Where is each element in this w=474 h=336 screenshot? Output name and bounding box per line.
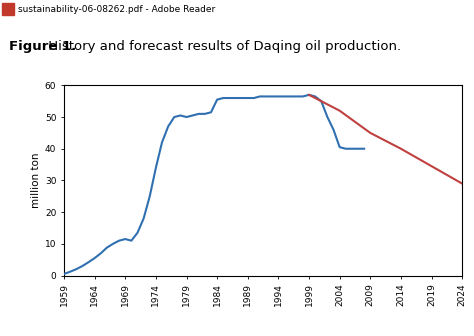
Bar <box>2 3 14 15</box>
Text: sustainability-06-08262.pdf - Adobe Reader: sustainability-06-08262.pdf - Adobe Read… <box>18 5 215 13</box>
Y-axis label: million ton: million ton <box>31 153 41 208</box>
Text: History and forecast results of Daqing oil production.: History and forecast results of Daqing o… <box>44 40 401 52</box>
Text: Figure 1.: Figure 1. <box>9 40 77 52</box>
